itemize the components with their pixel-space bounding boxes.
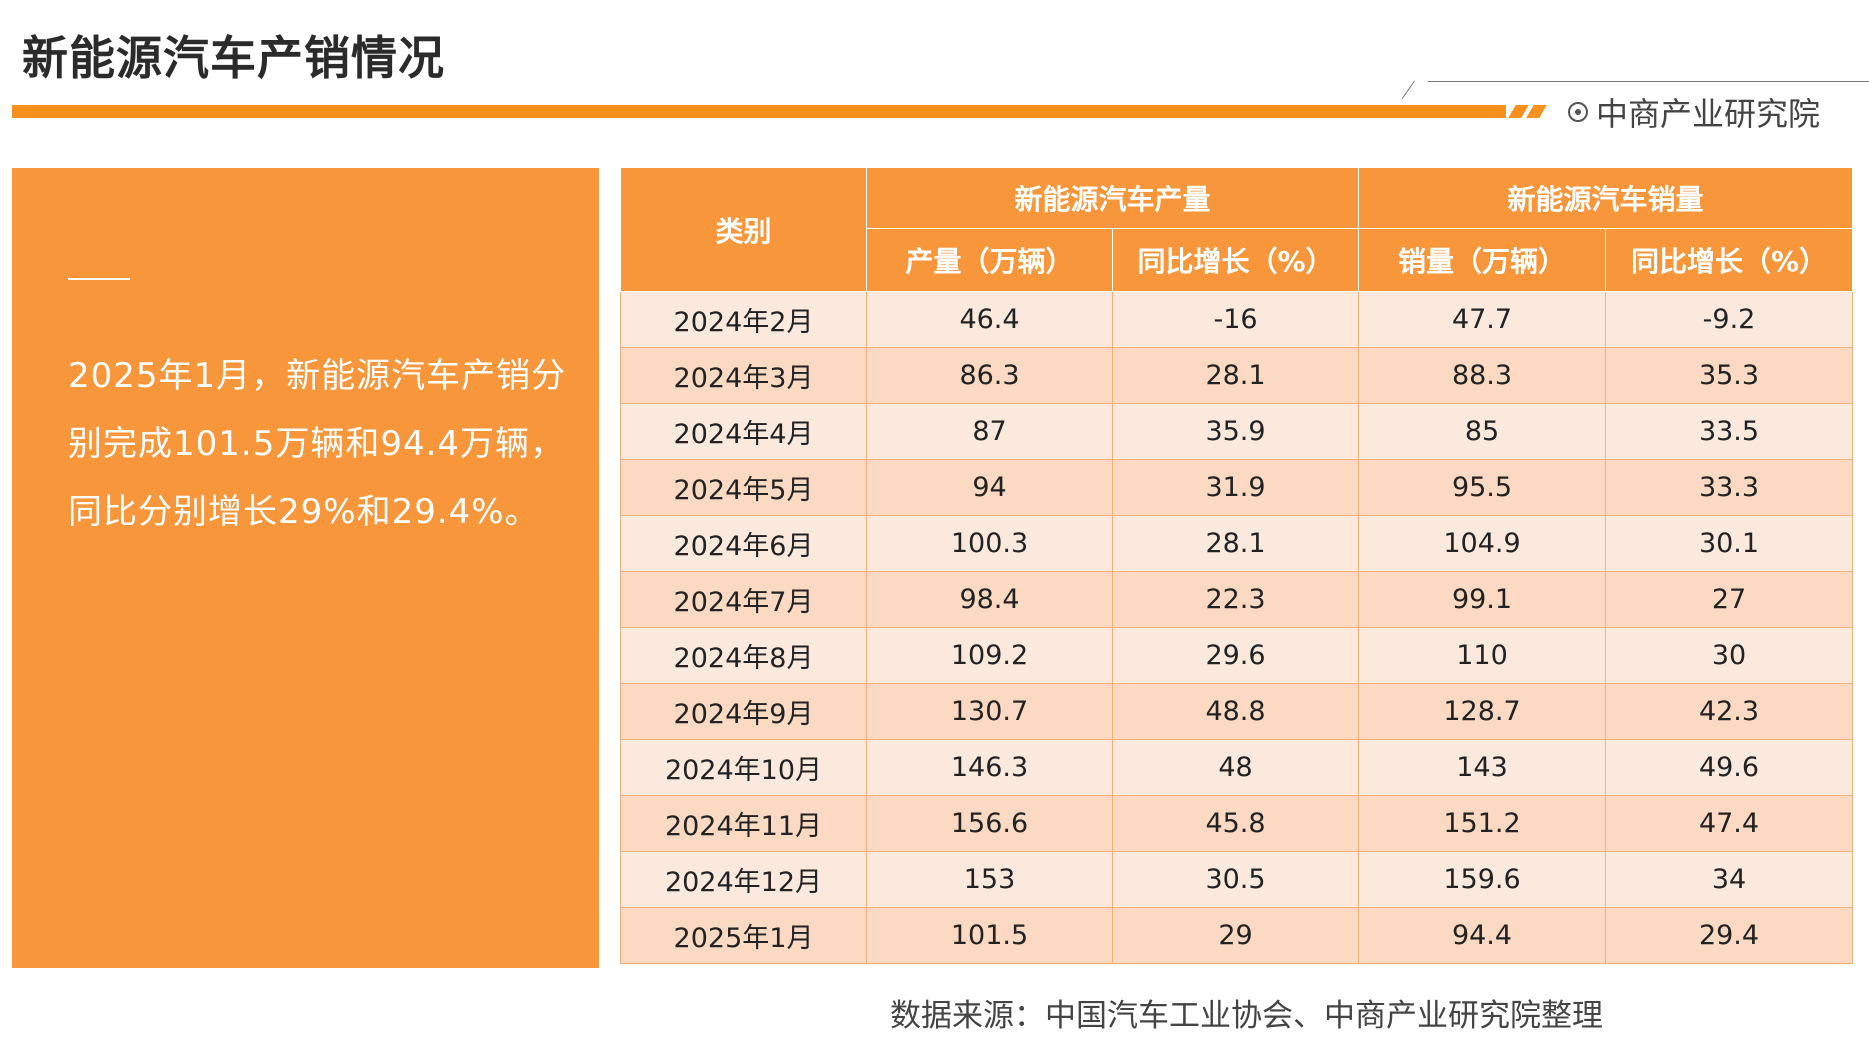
cell-sales: 159.6: [1358, 851, 1607, 908]
table-row: 2024年9月 130.7 48.8 128.7 42.3: [620, 683, 1854, 740]
cell-production: 156.6: [866, 795, 1113, 852]
header-production-growth: 同比增长（%）: [1111, 228, 1360, 292]
circle-dot-icon: [1568, 102, 1588, 122]
cell-sales: 151.2: [1358, 795, 1607, 852]
header-accent-slash: [1526, 105, 1547, 118]
cell-sales-growth: 30.1: [1605, 515, 1854, 572]
cell-production-growth: 30.5: [1111, 851, 1360, 908]
cell-production: 98.4: [866, 571, 1113, 628]
cell-sales: 110: [1358, 627, 1607, 684]
cell-sales-growth: 33.5: [1605, 403, 1854, 460]
cell-sales-growth: 30: [1605, 627, 1854, 684]
header-production-volume: 产量（万辆）: [866, 228, 1113, 292]
table-row: 2024年2月 46.4 -16 47.7 -9.2: [620, 291, 1854, 348]
cell-production-growth: 48.8: [1111, 683, 1360, 740]
header-hairline: [1428, 81, 1869, 82]
cell-production-growth: 29.6: [1111, 627, 1360, 684]
header-production-group: 新能源汽车产量: [865, 167, 1360, 229]
cell-sales: 104.9: [1358, 515, 1607, 572]
summary-text: 2025年1月，新能源汽车产销分别完成101.5万辆和94.4万辆，同比分别增长…: [68, 356, 567, 532]
cell-production-growth: 28.1: [1111, 347, 1360, 404]
header-accent-bar: [12, 105, 1506, 118]
cell-sales-growth: 35.3: [1605, 347, 1854, 404]
header-sales-group: 新能源汽车销量: [1358, 167, 1854, 229]
header-sales-growth: 同比增长（%）: [1605, 228, 1854, 292]
cell-production-growth: 48: [1111, 739, 1360, 796]
cell-sales-growth: 33.3: [1605, 459, 1854, 516]
cell-sales: 94.4: [1358, 907, 1607, 964]
table-row: 2024年3月 86.3 28.1 88.3 35.3: [620, 347, 1854, 404]
ev-data-table: 类别 新能源汽车产量 新能源汽车销量 产量（万辆） 同比增长（%） 销量（万辆）…: [620, 167, 1854, 964]
cell-sales: 47.7: [1358, 291, 1607, 348]
cell-sales: 95.5: [1358, 459, 1607, 516]
header-accent-slash: [1508, 105, 1529, 118]
cell-month: 2024年5月: [620, 459, 867, 516]
cell-production: 130.7: [866, 683, 1113, 740]
cell-production: 46.4: [866, 291, 1113, 348]
cell-month: 2024年6月: [620, 515, 867, 572]
cell-month: 2024年7月: [620, 571, 867, 628]
cell-month: 2024年3月: [620, 347, 867, 404]
cell-sales-growth: 27: [1605, 571, 1854, 628]
brand-name: 中商产业研究院: [1596, 95, 1821, 133]
table-row: 2025年1月 101.5 29 94.4 29.4: [620, 907, 1854, 964]
cell-production: 109.2: [866, 627, 1113, 684]
cell-production-growth: 35.9: [1111, 403, 1360, 460]
cell-sales: 85: [1358, 403, 1607, 460]
cell-production: 153: [866, 851, 1113, 908]
table-row: 2024年6月 100.3 28.1 104.9 30.1: [620, 515, 1854, 572]
header-hairline-tick: [1401, 80, 1415, 100]
cell-production-growth: -16: [1111, 291, 1360, 348]
data-source-note: 数据来源：中国汽车工业协会、中商产业研究院整理: [890, 998, 1603, 1034]
cell-production: 146.3: [866, 739, 1113, 796]
cell-sales-growth: 34: [1605, 851, 1854, 908]
cell-production-growth: 29: [1111, 907, 1360, 964]
cell-month: 2024年9月: [620, 683, 867, 740]
cell-month: 2025年1月: [620, 907, 867, 964]
table-row: 2024年7月 98.4 22.3 99.1 27: [620, 571, 1854, 628]
page-title: 新能源汽车产销情况: [22, 31, 445, 85]
cell-production-growth: 28.1: [1111, 515, 1360, 572]
cell-production: 87: [866, 403, 1113, 460]
cell-sales: 143: [1358, 739, 1607, 796]
cell-production-growth: 31.9: [1111, 459, 1360, 516]
cell-sales: 88.3: [1358, 347, 1607, 404]
cell-production-growth: 22.3: [1111, 571, 1360, 628]
cell-sales-growth: -9.2: [1605, 291, 1854, 348]
cell-production: 86.3: [866, 347, 1113, 404]
summary-panel: 2025年1月，新能源汽车产销分别完成101.5万辆和94.4万辆，同比分别增长…: [12, 168, 599, 968]
table-row: 2024年11月 156.6 45.8 151.2 47.4: [620, 795, 1854, 852]
cell-sales-growth: 49.6: [1605, 739, 1854, 796]
cell-production: 100.3: [866, 515, 1113, 572]
cell-production: 94: [866, 459, 1113, 516]
table-header-row: 类别 新能源汽车产量 新能源汽车销量: [620, 167, 1854, 292]
cell-sales: 128.7: [1358, 683, 1607, 740]
header-category: 类别: [620, 167, 867, 292]
cell-production-growth: 45.8: [1111, 795, 1360, 852]
table-row: 2024年12月 153 30.5 159.6 34: [620, 851, 1854, 908]
header-sales-volume: 销量（万辆）: [1358, 228, 1607, 292]
cell-sales-growth: 42.3: [1605, 683, 1854, 740]
cell-month: 2024年12月: [620, 851, 867, 908]
table-row: 2024年8月 109.2 29.6 110 30: [620, 627, 1854, 684]
cell-month: 2024年8月: [620, 627, 867, 684]
cell-month: 2024年11月: [620, 795, 867, 852]
cell-sales: 99.1: [1358, 571, 1607, 628]
brand-logo: 中商产业研究院: [1568, 92, 1821, 133]
table-row: 2024年4月 87 35.9 85 33.5: [620, 403, 1854, 460]
cell-production: 101.5: [866, 907, 1113, 964]
table-subheader-row: 产量（万辆） 同比增长（%） 销量（万辆） 同比增长（%）: [621, 228, 1854, 292]
cell-sales-growth: 29.4: [1605, 907, 1854, 964]
cell-sales-growth: 47.4: [1605, 795, 1854, 852]
cell-month: 2024年10月: [620, 739, 867, 796]
table-row: 2024年10月 146.3 48 143 49.6: [620, 739, 1854, 796]
table-row: 2024年5月 94 31.9 95.5 33.3: [620, 459, 1854, 516]
cell-month: 2024年4月: [620, 403, 867, 460]
cell-month: 2024年2月: [620, 291, 867, 348]
summary-divider: [68, 278, 130, 280]
